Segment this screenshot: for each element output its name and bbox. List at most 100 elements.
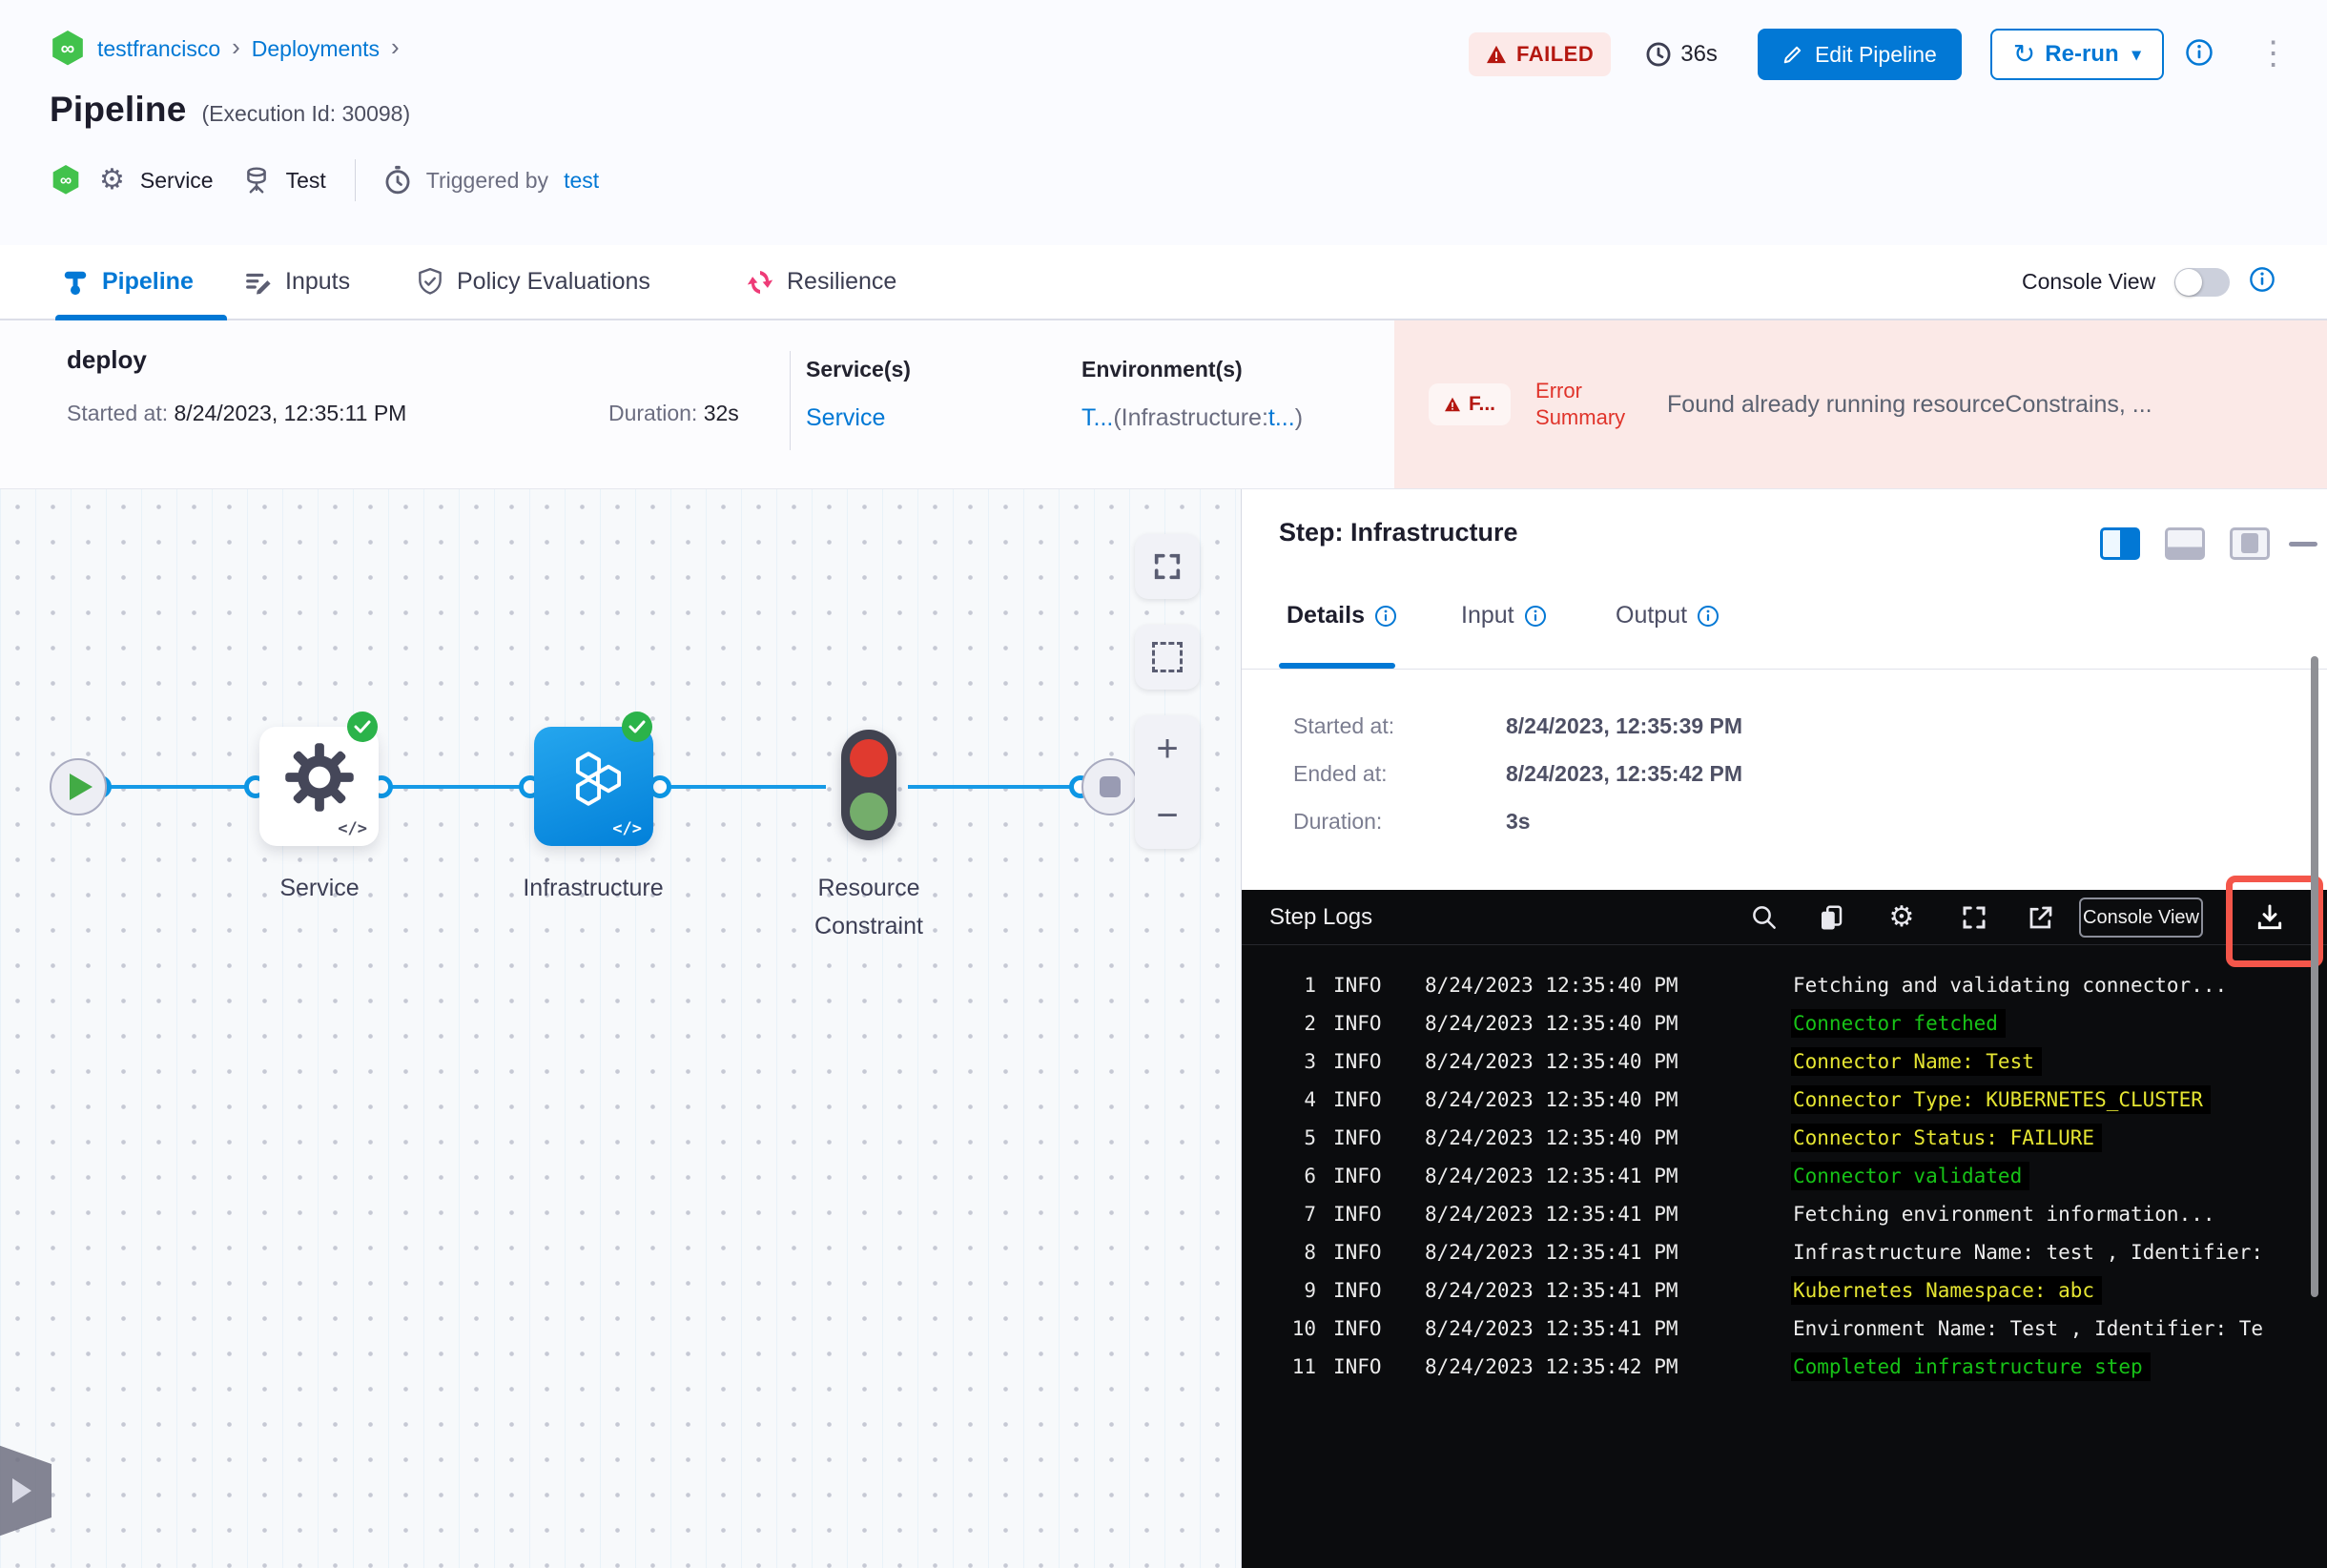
edge-resource-end [908, 785, 1081, 789]
log-line-number: 1 [1304, 974, 1316, 997]
error-summary-label: Error Summary [1535, 379, 1626, 429]
console-view-info-icon[interactable] [2249, 266, 2276, 298]
fullscreen-icon [1963, 906, 1986, 929]
clock-icon [1646, 42, 1671, 67]
step-tab-details-label: Details [1287, 602, 1365, 629]
breadcrumb-project-link[interactable]: testfrancisco [97, 35, 221, 61]
log-line: 9 INFO 8/24/2023 12:35:41 PM Kubernetes Nam… [1242, 1271, 2327, 1310]
elapsed-time: 36s [1645, 41, 1718, 68]
pipeline-graph-canvas[interactable]: </> </> Service Infrastruct [0, 489, 1241, 1568]
log-settings-button[interactable]: ⚙ [1883, 898, 1921, 937]
step-logs-header: Step Logs ⚙ Console View [1242, 890, 2327, 945]
step-tab-details[interactable]: Details [1287, 602, 1397, 629]
canvas-fullscreen-button[interactable] [1135, 534, 1200, 599]
log-line-number: 9 [1304, 1279, 1316, 1302]
left-panel-expander[interactable] [0, 1443, 51, 1538]
end-node[interactable] [1081, 758, 1139, 815]
info-icon[interactable] [2185, 38, 2214, 72]
stopwatch-icon [385, 165, 410, 195]
resource-constraint-node[interactable] [841, 730, 896, 840]
log-line: 10 INFO 8/24/2023 12:35:41 PM Environment N… [1242, 1310, 2327, 1348]
info-icon [1374, 605, 1396, 627]
inputs-icon [246, 273, 271, 294]
zoom-in-button[interactable]: + [1156, 727, 1179, 770]
play-icon [70, 774, 93, 800]
layout-floating-button[interactable] [2230, 527, 2270, 560]
log-open-new-tab-button[interactable] [2022, 898, 2060, 937]
started-at-value: 8/24/2023, 12:35:11 PM [174, 401, 407, 425]
log-level: INFO [1333, 1050, 1382, 1073]
layout-right-split-button[interactable] [2100, 527, 2140, 560]
tab-inputs[interactable]: Inputs [244, 245, 350, 319]
services-link[interactable]: Service [806, 404, 886, 431]
service-name[interactable]: Service [139, 167, 214, 193]
log-message: Completed infrastructure step [1791, 1352, 2151, 1381]
error-chip: F... [1429, 383, 1512, 425]
log-copy-button[interactable] [1812, 898, 1850, 937]
more-options-kebab-icon[interactable]: ⋮ [2256, 35, 2290, 72]
log-line-number: 11 [1291, 1355, 1316, 1378]
infrastructure-link[interactable]: t... [1267, 404, 1295, 431]
environment-name[interactable]: Test [285, 167, 326, 193]
zoom-out-button[interactable]: − [1156, 794, 1179, 836]
fullscreen-icon [1154, 553, 1181, 580]
panel-scrollbar[interactable] [2311, 656, 2318, 1297]
services-header: Service(s) [806, 357, 911, 382]
breadcrumb-deployments-link[interactable]: Deployments [251, 35, 381, 61]
log-timestamp: 8/24/2023 12:35:41 PM [1425, 1279, 1678, 1302]
tab-resilience[interactable]: Resilience [746, 245, 896, 319]
tab-resilience-label: Resilience [787, 268, 897, 295]
log-timestamp: 8/24/2023 12:35:40 PM [1425, 974, 1678, 997]
cd-module-badge-icon: ∞ [48, 160, 84, 200]
tab-policy-evaluations-label: Policy Evaluations [457, 268, 650, 295]
step-tab-input[interactable]: Input [1461, 602, 1547, 629]
tab-pipeline-label: Pipeline [102, 268, 194, 295]
log-timestamp: 8/24/2023 12:35:40 PM [1425, 1050, 1678, 1073]
step-tab-output[interactable]: Output [1616, 602, 1720, 629]
log-console-view-button[interactable]: Console View [2079, 897, 2203, 938]
environments-value[interactable]: T...(Infrastructure:t...) [1081, 404, 1303, 432]
edit-pipeline-button[interactable]: Edit Pipeline [1757, 29, 1962, 80]
error-chip-label: F... [1469, 393, 1496, 415]
log-line: 1 INFO 8/24/2023 12:35:40 PM Fetching and v… [1242, 966, 2327, 1004]
log-level: INFO [1333, 1241, 1382, 1264]
log-level: INFO [1333, 1317, 1382, 1340]
log-timestamp: 8/24/2023 12:35:40 PM [1425, 1088, 1678, 1111]
warning-icon [1487, 45, 1506, 64]
log-message: Connector Name: Test [1791, 1047, 2042, 1076]
service-step-node[interactable]: </> [259, 712, 379, 846]
log-timestamp: 8/24/2023 12:35:41 PM [1425, 1203, 1678, 1226]
tab-pipeline[interactable]: Pipeline [61, 245, 194, 319]
status-badge-label: FAILED [1516, 42, 1595, 66]
log-message: Connector fetched [1791, 1009, 2006, 1038]
start-node[interactable] [50, 758, 107, 815]
environment-paren: ) [1294, 404, 1304, 431]
log-line-number: 2 [1304, 1012, 1316, 1035]
cd-module-icon: ∞ [50, 29, 86, 69]
elapsed-time-value: 36s [1680, 41, 1718, 67]
triggered-by-value[interactable]: test [564, 167, 600, 193]
environment-infra-label: (Infrastructure: [1113, 404, 1268, 431]
page-header: ∞ testfrancisco › Deployments › FAILED 3… [0, 0, 2327, 245]
traffic-light-red [850, 739, 888, 777]
log-download-button[interactable] [2251, 898, 2289, 937]
log-message: Connector Status: FAILURE [1791, 1124, 2103, 1152]
environment-link[interactable]: T... [1081, 404, 1114, 431]
log-fullscreen-button[interactable] [1955, 898, 1993, 937]
breadcrumb-chevron-icon: › [391, 32, 400, 61]
log-message: Connector Type: KUBERNETES_CLUSTER [1791, 1085, 2211, 1114]
infrastructure-step-node[interactable]: </> [534, 712, 653, 846]
log-search-button[interactable] [1745, 898, 1783, 937]
log-message: Environment Name: Test , Identifier: Te [1793, 1317, 2264, 1340]
rerun-button[interactable]: ↻ Re-run ▾ [1989, 29, 2164, 80]
title-row: Pipeline (Execution Id: 30098) [50, 90, 410, 130]
console-view-toggle[interactable] [2174, 267, 2231, 297]
detail-duration-value: 3s [1506, 809, 1531, 834]
tab-policy-evaluations[interactable]: Policy Evaluations [416, 245, 650, 319]
layout-bottom-split-button[interactable] [2165, 527, 2205, 560]
canvas-marquee-select-button[interactable] [1135, 625, 1200, 690]
detail-ended-value: 8/24/2023, 12:35:42 PM [1506, 761, 1743, 786]
meta-divider [354, 159, 356, 201]
log-level: INFO [1333, 1203, 1382, 1226]
minimize-panel-button[interactable] [2289, 542, 2317, 547]
